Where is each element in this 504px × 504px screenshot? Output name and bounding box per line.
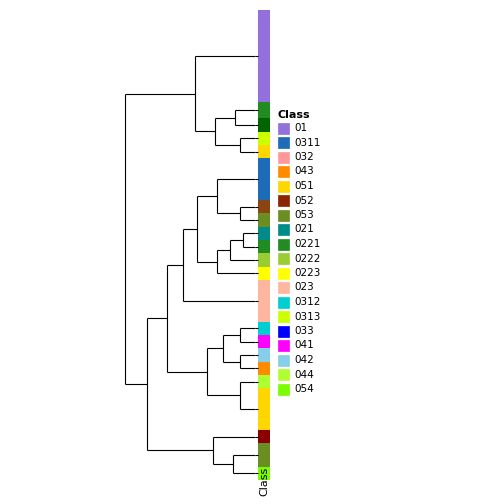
Text: 051: 051 (294, 181, 314, 191)
Bar (258, 200, 270, 213)
Bar (258, 254, 270, 267)
Bar (278, 137, 289, 148)
Bar (278, 311, 289, 322)
Bar (258, 389, 270, 430)
Text: 0223: 0223 (294, 268, 321, 278)
Bar (278, 210, 289, 221)
Bar (258, 430, 270, 444)
Bar (278, 340, 289, 351)
Bar (278, 296, 289, 307)
Text: 033: 033 (294, 326, 314, 336)
Bar (278, 369, 289, 380)
Text: Class: Class (278, 110, 310, 120)
Bar (278, 122, 289, 134)
Text: 042: 042 (294, 355, 314, 365)
Text: Class: Class (259, 467, 269, 496)
Bar (258, 240, 270, 254)
Text: 052: 052 (294, 196, 314, 206)
Bar (258, 132, 270, 145)
Bar (258, 348, 270, 362)
Bar (258, 335, 270, 348)
Bar (278, 253, 289, 264)
Bar (278, 180, 289, 192)
Text: 044: 044 (294, 369, 314, 380)
Bar (258, 10, 270, 102)
Bar (258, 467, 270, 480)
Text: 0221: 0221 (294, 239, 321, 249)
Text: 0312: 0312 (294, 297, 321, 307)
Text: 021: 021 (294, 224, 314, 234)
Text: 023: 023 (294, 283, 314, 292)
Text: 0313: 0313 (294, 311, 321, 322)
Bar (278, 238, 289, 249)
Bar (278, 282, 289, 293)
Bar (258, 102, 270, 118)
Bar (258, 375, 270, 389)
Bar (258, 444, 270, 467)
Bar (278, 354, 289, 365)
Text: 01: 01 (294, 123, 307, 133)
Bar (278, 224, 289, 235)
Text: 054: 054 (294, 384, 314, 394)
Bar (258, 267, 270, 280)
Bar (278, 384, 289, 395)
Bar (258, 227, 270, 240)
Bar (278, 152, 289, 162)
Bar (258, 158, 270, 200)
Text: 043: 043 (294, 166, 314, 176)
Bar (258, 145, 270, 158)
Bar (278, 268, 289, 279)
Bar (258, 118, 270, 132)
Bar (258, 322, 270, 335)
Bar (278, 326, 289, 337)
Bar (258, 280, 270, 322)
Bar (278, 195, 289, 206)
Bar (278, 166, 289, 177)
Text: 032: 032 (294, 152, 314, 162)
Bar (258, 213, 270, 227)
Text: 0222: 0222 (294, 254, 321, 264)
Bar (258, 362, 270, 375)
Text: 041: 041 (294, 341, 314, 350)
Text: 0311: 0311 (294, 138, 321, 148)
Text: 053: 053 (294, 210, 314, 220)
